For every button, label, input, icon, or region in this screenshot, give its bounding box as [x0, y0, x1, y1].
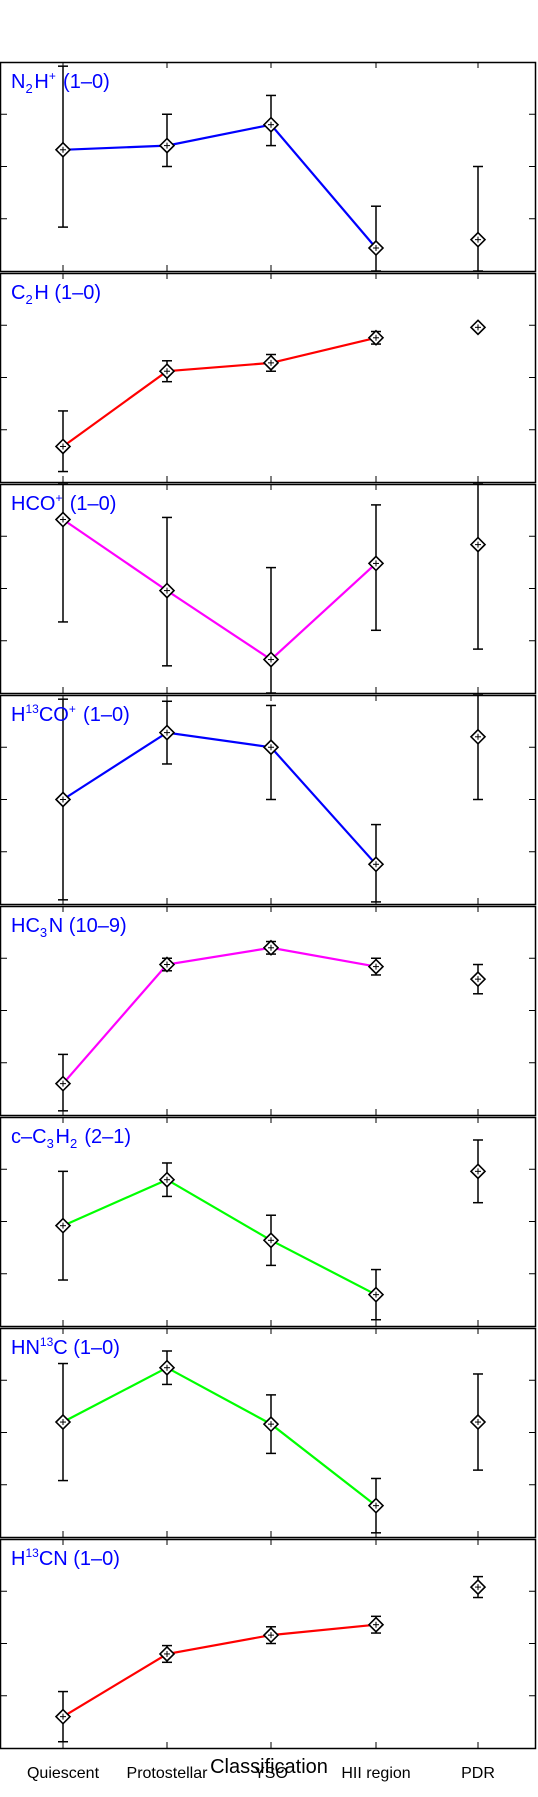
- series-line: [62, 731, 377, 866]
- series-line: [62, 1178, 377, 1296]
- panel-label: HN13C (1–0): [11, 1335, 120, 1359]
- panel-label: c–C3 H2 (2–1): [11, 1126, 131, 1151]
- panel-frame: [0, 1538, 537, 1750]
- panel-label: H13CN (1–0): [11, 1546, 120, 1570]
- panel-label: HCO+ (1–0): [11, 491, 116, 515]
- panel-frame: [0, 1116, 537, 1328]
- x-tick-label: Protostellar: [127, 1765, 209, 1782]
- panel-label: N2 H+ (1–0): [11, 69, 110, 96]
- panel-frame: [0, 1327, 537, 1539]
- panel-label: H13CO+ (1–0): [11, 702, 130, 726]
- panel-frame: [0, 272, 537, 484]
- panel-frame: [0, 905, 537, 1117]
- x-tick-label: HII region: [341, 1765, 410, 1782]
- series-line: [62, 1623, 377, 1718]
- series-line: [62, 518, 377, 661]
- series-line: [62, 1366, 377, 1507]
- panel-label: C2 H (1–0): [11, 282, 101, 307]
- panel-label: HC3 N (10–9): [11, 915, 127, 940]
- series-line: [62, 946, 377, 1085]
- x-tick-label: PDR: [461, 1765, 495, 1782]
- x-tick-label: Quiescent: [27, 1765, 100, 1782]
- panel-frame: [0, 694, 537, 906]
- x-axis-label: Classification: [210, 1756, 328, 1778]
- panel-frame: [0, 61, 537, 273]
- series-line: [62, 123, 377, 249]
- series-line: [62, 336, 377, 448]
- x-tick-label: YSO: [254, 1765, 288, 1782]
